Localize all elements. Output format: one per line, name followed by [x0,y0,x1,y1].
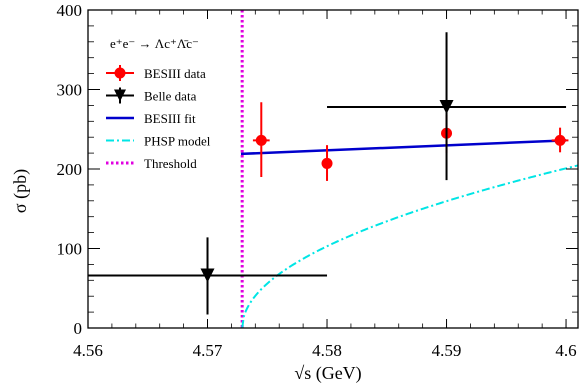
besiii-fit-line [240,139,567,156]
belle-data-point [439,99,454,114]
besiii-data-point [255,134,267,146]
legend-marker-belle [114,89,126,102]
y-axis-label: σ (pb) [10,169,31,213]
x-axis-label: √s (GeV) [294,363,361,384]
y-tick-label: 100 [57,240,83,259]
legend-entry-label: Belle data [144,89,197,104]
legend: e⁺e⁻ → Λc⁺Λ̄c⁻ BESIII data Belle data BESII… [106,36,211,171]
legend-title: e⁺e⁻ → Λc⁺Λ̄c⁻ [110,36,199,51]
y-tick-label: 200 [57,160,83,179]
y-tick-label: 300 [57,81,83,100]
y-tick-label: 400 [57,1,83,20]
x-tick-label: 4.57 [193,341,223,360]
besiii-data-point [321,157,333,169]
legend-entry-label: BESIII data [144,66,206,81]
belle-data-point [200,268,215,283]
x-tick-label: 4.58 [312,341,342,360]
legend-entry-label: BESIII fit [144,111,196,126]
axis-layer: 4.56 4.57 4.58 4.59 4.6 0 100 200 300 400 [57,1,579,360]
series-layer [88,10,579,329]
y-tick-label: 0 [74,319,83,338]
x-tick-label: 4.59 [432,341,462,360]
x-tick-label: 4.56 [73,341,103,360]
phsp-model-curve [241,164,579,329]
besiii-data-point [554,134,566,146]
x-tick-label: 4.6 [555,341,576,360]
legend-entry-label: PHSP model [144,134,211,149]
legend-entry-label: Threshold [144,156,197,171]
legend-marker-besiii [114,67,126,79]
